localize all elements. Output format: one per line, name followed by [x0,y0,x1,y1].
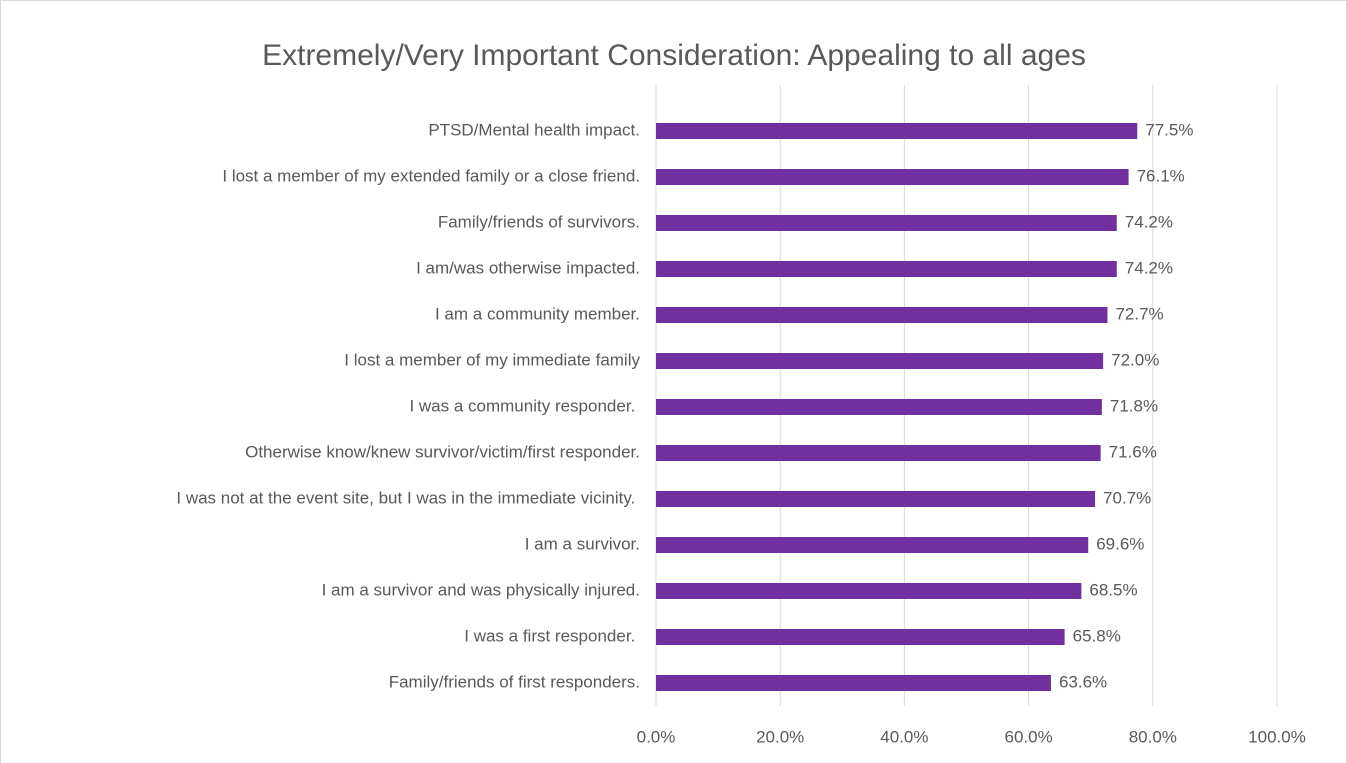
chart-title: Extremely/Very Important Consideration: … [262,39,1086,72]
x-tick-label: 100.0% [1248,727,1306,746]
data-label: 77.5% [1145,120,1193,139]
y-tick-label: I am a survivor and was physically injur… [322,580,640,599]
y-tick-label: I am/was otherwise impacted. [416,258,640,277]
y-tick-label: I was a first responder. [464,626,640,645]
y-tick-label: I am a survivor. [525,534,640,553]
data-label: 68.5% [1089,580,1137,599]
data-label: 71.6% [1109,442,1157,461]
y-tick-label: I was a community responder. [409,396,640,415]
data-label: 72.0% [1111,350,1159,369]
bar [656,123,1138,139]
bar [656,215,1117,231]
data-label: 71.8% [1110,396,1158,415]
data-label: 63.6% [1059,672,1107,691]
y-tick-label: I am a community member. [435,304,640,323]
y-tick-label: I was not at the event site, but I was i… [176,488,640,507]
x-tick-label: 0.0% [637,727,676,746]
data-label: 76.1% [1137,166,1185,185]
x-tick-label: 80.0% [1129,727,1177,746]
bar [656,169,1129,185]
y-tick-label: PTSD/Mental health impact. [428,120,640,139]
x-tick-label: 40.0% [880,727,928,746]
bar [656,629,1065,645]
x-tick-label: 60.0% [1004,727,1052,746]
data-label: 74.2% [1125,212,1173,231]
data-label: 72.7% [1115,304,1163,323]
data-label: 69.6% [1096,534,1144,553]
y-tick-label: I lost a member of my immediate family [344,350,640,369]
y-tick-label: Family/friends of first responders. [389,672,640,691]
y-tick-label: Otherwise know/knew survivor/victim/firs… [245,442,640,461]
data-label: 70.7% [1103,488,1151,507]
bar [656,491,1096,507]
x-tick-label: 20.0% [756,727,804,746]
bar [656,675,1051,691]
data-label: 74.2% [1125,258,1173,277]
bar [656,353,1104,369]
bar [656,261,1117,277]
bar [656,445,1101,461]
bar [656,307,1108,323]
bar [656,399,1102,415]
y-tick-label: Family/friends of survivors. [438,212,640,231]
bar [656,583,1082,599]
data-label: 65.8% [1073,626,1121,645]
bar [656,537,1089,553]
y-tick-label: I lost a member of my extended family or… [222,166,640,185]
